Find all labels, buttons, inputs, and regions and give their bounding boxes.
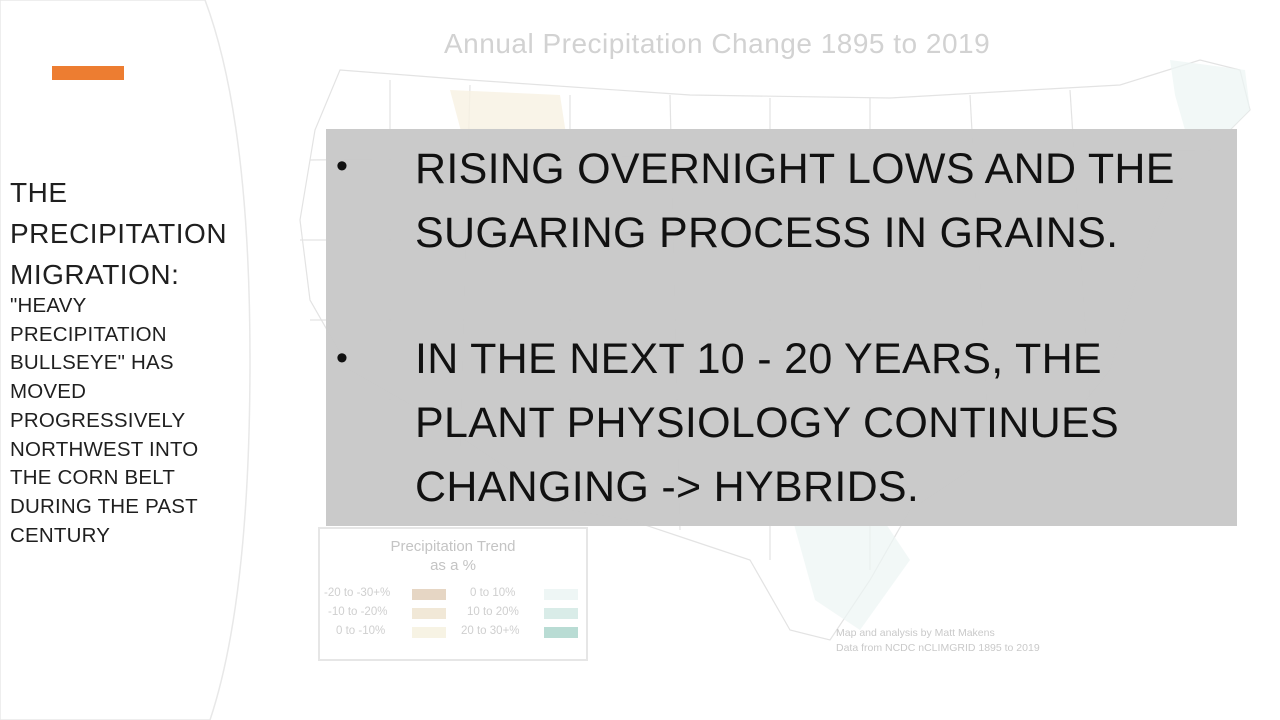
heading-line: PRECIPITATION: [10, 218, 228, 249]
legend-label: -20 to -30+%: [324, 587, 391, 599]
subheading-line: CENTURY: [10, 523, 111, 547]
bullet-text: IN THE NEXT 10 - 20 YEARS, THE PLANT PHY…: [415, 327, 1215, 519]
subheading-line: PRECIPITATION: [10, 322, 167, 346]
subheading-line: DURING THE PAST: [10, 494, 198, 518]
legend-label: -10 to -20%: [328, 606, 388, 618]
bullet-icon: •: [336, 147, 348, 185]
bullet-callout-box: • RISING OVERNIGHT LOWS AND THE SUGARING…: [326, 129, 1237, 526]
bullet-line: IN THE NEXT 10 - 20 YEARS, THE: [415, 335, 1102, 383]
legend-title-line1: Precipitation Trend: [390, 538, 516, 555]
map-title: Annual Precipitation Change 1895 to 2019: [444, 28, 991, 59]
bullet-line: SUGARING PROCESS IN GRAINS.: [415, 209, 1119, 257]
legend-swatch: [544, 608, 578, 619]
legend-label: 0 to 10%: [470, 587, 516, 599]
subheading-line: NORTHWEST INTO: [10, 437, 199, 461]
map-credit: Map and analysis by Matt Makens Data fro…: [836, 626, 1040, 656]
bullet-line: CHANGING -> HYBRIDS.: [415, 463, 920, 511]
legend-swatch: [412, 627, 446, 638]
subheading-line: "HEAVY: [10, 294, 87, 317]
legend-label: 20 to 30+%: [461, 625, 520, 637]
credit-line1: Map and analysis by Matt Makens: [836, 627, 995, 639]
bullet-text: RISING OVERNIGHT LOWS AND THE SUGARING P…: [415, 137, 1215, 265]
heading-line: MIGRATION:: [10, 259, 180, 290]
credit-line2: Data from NCDC nCLIMGRID 1895 to 2019: [836, 642, 1040, 654]
legend-swatch: [544, 627, 578, 638]
bullet-line: RISING OVERNIGHT LOWS AND THE: [415, 145, 1175, 193]
accent-bar: [52, 66, 124, 80]
bullet-icon: •: [336, 339, 348, 377]
subheading-line: THE CORN BELT: [10, 466, 176, 490]
subheading-line: MOVED: [10, 380, 87, 404]
slide-subheading: "HEAVY PRECIPITATION BULLSEYE" HAS MOVED…: [10, 292, 230, 550]
legend-label: 0 to -10%: [336, 625, 386, 637]
subheading-line: PROGRESSIVELY: [10, 408, 186, 432]
legend-title-line2: as a %: [430, 557, 476, 574]
legend-swatch: [412, 589, 446, 600]
legend-swatch: [412, 608, 446, 619]
subheading-line: BULLSEYE" HAS: [10, 351, 174, 375]
legend-swatch: [544, 589, 578, 600]
map-legend: Precipitation Trend as a % -20 to -30+% …: [318, 527, 588, 661]
heading-line: THE: [10, 177, 68, 208]
legend-title: Precipitation Trend as a %: [320, 537, 586, 575]
bullet-line: PLANT PHYSIOLOGY CONTINUES: [415, 399, 1119, 447]
legend-label: 10 to 20%: [467, 606, 519, 618]
slide-heading: THE PRECIPITATION MIGRATION:: [10, 172, 240, 295]
